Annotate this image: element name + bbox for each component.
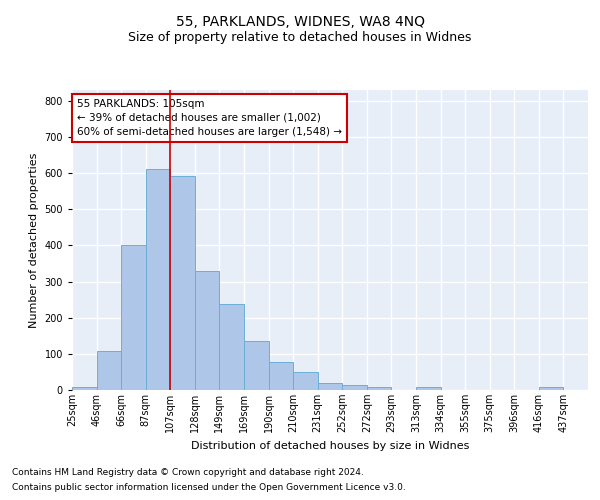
Bar xyxy=(244,341,269,390)
Bar xyxy=(367,387,391,390)
Bar xyxy=(121,244,146,390)
Bar xyxy=(269,362,293,390)
Bar xyxy=(220,304,244,390)
Text: Size of property relative to detached houses in Widnes: Size of property relative to detached ho… xyxy=(128,31,472,44)
X-axis label: Distribution of detached houses by size in Widnes: Distribution of detached houses by size … xyxy=(191,440,469,450)
Bar xyxy=(146,169,170,390)
Bar xyxy=(170,176,195,390)
Bar xyxy=(539,387,563,390)
Text: 55 PARKLANDS: 105sqm
← 39% of detached houses are smaller (1,002)
60% of semi-de: 55 PARKLANDS: 105sqm ← 39% of detached h… xyxy=(77,99,342,137)
Bar xyxy=(195,270,220,390)
Bar xyxy=(293,372,318,390)
Bar xyxy=(72,387,97,390)
Bar xyxy=(342,384,367,390)
Text: Contains HM Land Registry data © Crown copyright and database right 2024.: Contains HM Land Registry data © Crown c… xyxy=(12,468,364,477)
Text: 55, PARKLANDS, WIDNES, WA8 4NQ: 55, PARKLANDS, WIDNES, WA8 4NQ xyxy=(176,16,425,30)
Bar xyxy=(97,352,121,390)
Y-axis label: Number of detached properties: Number of detached properties xyxy=(29,152,39,328)
Text: Contains public sector information licensed under the Open Government Licence v3: Contains public sector information licen… xyxy=(12,483,406,492)
Bar xyxy=(416,387,440,390)
Bar xyxy=(318,383,342,390)
